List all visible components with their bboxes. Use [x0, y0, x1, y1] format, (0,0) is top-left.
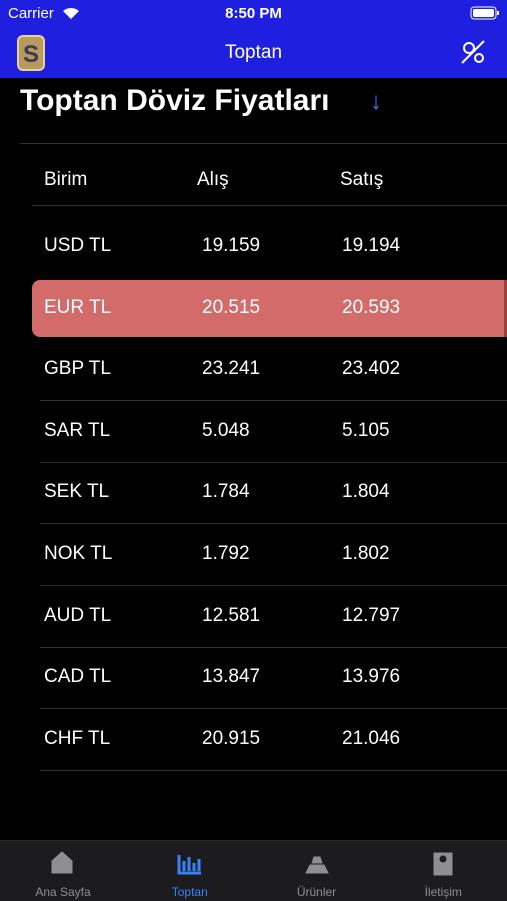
table-cell: 1.792 [202, 543, 250, 564]
table-cell: 19.194 [342, 235, 401, 256]
carrier: Carrier [8, 5, 54, 22]
page-heading: Toptan Döviz Fiyatları [20, 84, 330, 117]
table-cell: SEK TL [44, 481, 110, 503]
table-cell: 1.802 [342, 543, 390, 564]
table-cell: 1.784 [202, 481, 250, 503]
row-divider [40, 585, 507, 586]
divider [20, 143, 507, 144]
table-cell: CAD TL [44, 666, 112, 688]
table-cell: 13.847 [202, 666, 261, 688]
nav-title: Toptan [224, 42, 283, 63]
row-divider [40, 646, 507, 648]
row-divider [40, 769, 507, 771]
row-divider [40, 708, 507, 710]
tab-label[interactable]: İletişim [424, 885, 462, 899]
svg-text:S: S [23, 41, 39, 68]
table-cell: EUR TL [44, 296, 112, 318]
table-cell: 19.159 [202, 235, 261, 256]
time: 8:50 PM [225, 5, 282, 22]
table-cell: 20.593 [342, 296, 401, 318]
table-cell: USD TL [44, 235, 112, 256]
table-cell: CHF TL [44, 727, 111, 749]
tab-label[interactable]: Ana Sayfa [35, 885, 91, 899]
table-cell: 21.046 [342, 727, 401, 749]
tab-icon[interactable] [424, 847, 462, 879]
table-cell: 20.515 [202, 296, 261, 318]
row-divider [40, 400, 507, 402]
table-cell: 5.048 [202, 419, 250, 441]
tab-icon[interactable] [44, 847, 82, 879]
table-cell: 1.804 [342, 481, 390, 503]
column-header: Alış [197, 169, 229, 190]
table-cell: 12.797 [342, 604, 401, 626]
table-cell: 20.915 [202, 727, 261, 749]
wifi-icon [63, 7, 79, 19]
nav-bar: Carrier 8:50 PM S Toptan [0, 0, 507, 78]
table-cell: 23.241 [202, 358, 261, 380]
table-cell: SAR TL [44, 419, 111, 441]
tab-icon[interactable] [171, 847, 209, 879]
divider [32, 205, 507, 206]
table-cell: GBP TL [44, 358, 111, 380]
tab-label[interactable]: Toptan [171, 885, 208, 899]
settings-button[interactable] [459, 38, 487, 66]
tab-bar: Ana Sayfa Toptan Ürünler İletişim [0, 840, 507, 901]
table-cell: NOK TL [44, 543, 113, 564]
column-header: Satış [340, 169, 384, 190]
row-highlight [32, 279, 507, 337]
table-cell: 5.105 [342, 419, 390, 441]
row-divider [40, 523, 507, 525]
row-divider [40, 461, 507, 463]
table-cell: 12.581 [202, 604, 261, 626]
table-cell: 13.976 [342, 666, 401, 688]
app-logo[interactable]: S [16, 34, 46, 72]
tab-label[interactable]: Ürünler [296, 885, 337, 899]
sort-button[interactable]: ↓ [370, 88, 382, 115]
column-header: Birim [44, 169, 88, 190]
table-cell: AUD TL [44, 604, 112, 626]
table-cell: 23.402 [342, 358, 401, 380]
battery-icon [470, 6, 499, 20]
tab-icon[interactable] [298, 847, 336, 879]
